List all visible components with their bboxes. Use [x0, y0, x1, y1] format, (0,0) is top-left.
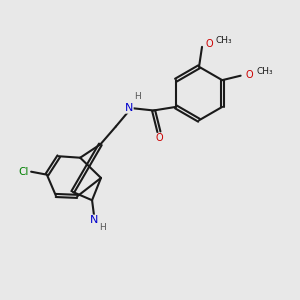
Text: N: N — [90, 215, 99, 225]
Text: CH₃: CH₃ — [216, 35, 232, 44]
Text: O: O — [245, 70, 253, 80]
Text: H: H — [134, 92, 141, 101]
Text: N: N — [125, 103, 133, 113]
Text: Cl: Cl — [19, 167, 29, 177]
Text: H: H — [99, 223, 106, 232]
Text: O: O — [205, 39, 213, 49]
Text: O: O — [155, 134, 163, 143]
Text: CH₃: CH₃ — [256, 67, 273, 76]
